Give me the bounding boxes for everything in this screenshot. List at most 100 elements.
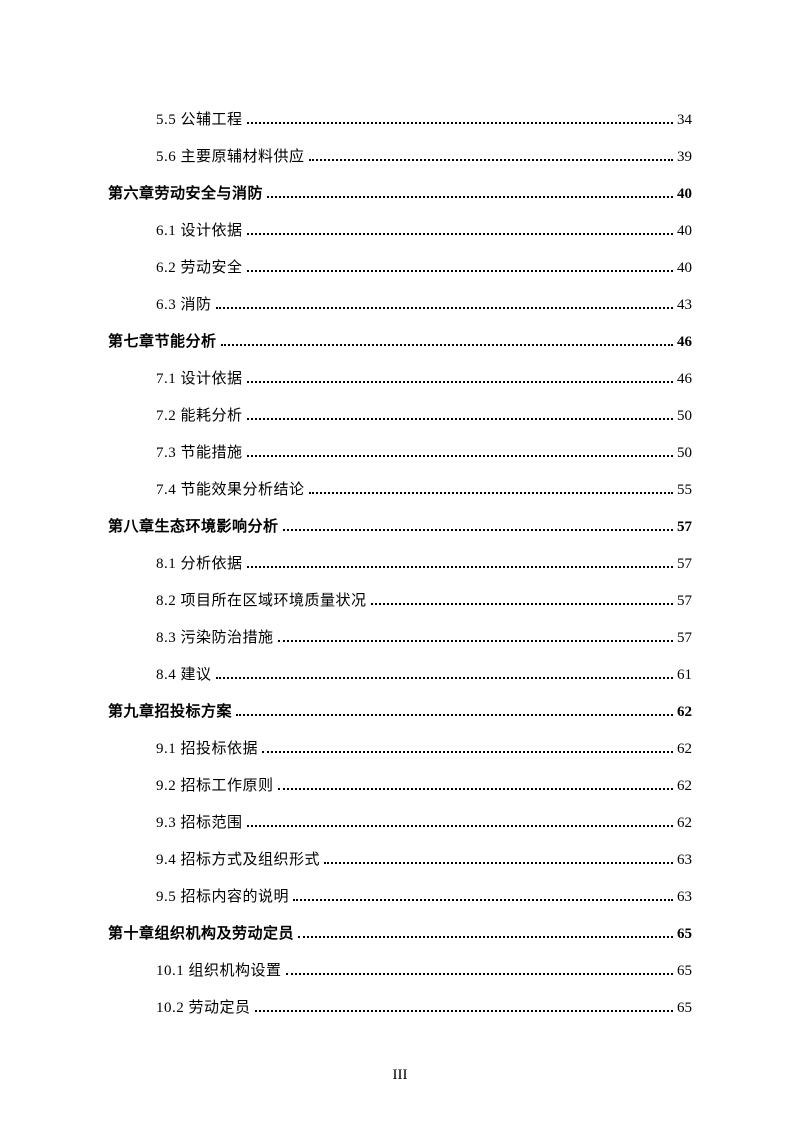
toc-entry-page: 43 (677, 297, 692, 314)
toc-entry-page: 62 (677, 741, 692, 758)
toc-entry-label: 6.1 设计依据 (156, 219, 243, 240)
toc-entry-label: 第六章劳动安全与消防 (108, 182, 263, 203)
toc-entry-label: 第八章生态环境影响分析 (108, 515, 279, 536)
toc-chapter-entry: 第十章组织机构及劳动定员 65 (108, 922, 692, 943)
toc-entry-page: 57 (677, 556, 692, 573)
toc-entry-label: 9.2 招标工作原则 (156, 774, 274, 795)
toc-chapter-entry: 第六章劳动安全与消防 40 (108, 182, 692, 203)
toc-entry-label: 6.3 消防 (156, 293, 212, 314)
toc-chapter-entry: 第九章招投标方案 62 (108, 700, 692, 721)
toc-section-entry: 6.3 消防 43 (156, 293, 692, 314)
toc-entry-page: 65 (677, 926, 692, 943)
toc-section-entry: 7.4 节能效果分析结论 55 (156, 478, 692, 499)
toc-leader-dots (293, 899, 673, 901)
toc-entry-label: 8.4 建议 (156, 663, 212, 684)
toc-entry-page: 62 (677, 815, 692, 832)
toc-entry-page: 46 (677, 334, 692, 351)
toc-entry-label: 9.4 招标方式及组织形式 (156, 848, 320, 869)
toc-leader-dots (371, 603, 673, 605)
toc-entry-label: 7.2 能耗分析 (156, 404, 243, 425)
toc-section-entry: 10.2 劳动定员 65 (156, 996, 692, 1017)
toc-leader-dots (236, 714, 673, 716)
toc-entry-page: 65 (677, 963, 692, 980)
toc-entry-page: 65 (677, 1000, 692, 1017)
toc-entry-label: 8.3 污染防治措施 (156, 626, 274, 647)
toc-entry-page: 40 (677, 260, 692, 277)
toc-entry-label: 8.1 分析依据 (156, 552, 243, 573)
toc-entry-label: 8.2 项目所在区域环境质量状况 (156, 589, 367, 610)
toc-entry-label: 5.5 公辅工程 (156, 108, 243, 129)
toc-entry-label: 7.1 设计依据 (156, 367, 243, 388)
toc-entry-page: 55 (677, 482, 692, 499)
toc-leader-dots (283, 529, 673, 531)
toc-leader-dots (309, 492, 673, 494)
toc-section-entry: 6.2 劳动安全 40 (156, 256, 692, 277)
page-number: III (0, 1067, 800, 1084)
toc-entry-page: 39 (677, 149, 692, 166)
toc-entry-page: 46 (677, 371, 692, 388)
toc-leader-dots (309, 159, 673, 161)
toc-entry-label: 6.2 劳动安全 (156, 256, 243, 277)
toc-leader-dots (216, 307, 673, 309)
toc-section-entry: 10.1 组织机构设置 65 (156, 959, 692, 980)
toc-entry-page: 63 (677, 852, 692, 869)
toc-entry-label: 7.3 节能措施 (156, 441, 243, 462)
toc-entry-page: 50 (677, 445, 692, 462)
toc-section-entry: 7.2 能耗分析 50 (156, 404, 692, 425)
toc-section-entry: 7.1 设计依据 46 (156, 367, 692, 388)
toc-leader-dots (221, 344, 673, 346)
toc-leader-dots (247, 233, 673, 235)
toc-leader-dots (247, 566, 673, 568)
toc-entry-page: 62 (677, 778, 692, 795)
toc-entry-page: 50 (677, 408, 692, 425)
toc-section-entry: 8.3 污染防治措施 57 (156, 626, 692, 647)
toc-leader-dots (255, 1010, 673, 1012)
toc-section-entry: 9.5 招标内容的说明 63 (156, 885, 692, 906)
toc-entry-label: 9.1 招投标依据 (156, 737, 258, 758)
toc-entry-label: 9.3 招标范围 (156, 811, 243, 832)
toc-entry-page: 63 (677, 889, 692, 906)
toc-section-entry: 5.6 主要原辅材料供应 39 (156, 145, 692, 166)
toc-entry-page: 62 (677, 704, 692, 721)
toc-leader-dots (262, 751, 673, 753)
toc-section-entry: 9.2 招标工作原则 62 (156, 774, 692, 795)
toc-section-entry: 6.1 设计依据 40 (156, 219, 692, 240)
toc-entry-page: 57 (677, 630, 692, 647)
toc-leader-dots (247, 455, 673, 457)
toc-section-entry: 9.3 招标范围 62 (156, 811, 692, 832)
toc-leader-dots (247, 122, 673, 124)
toc-entry-page: 61 (677, 667, 692, 684)
toc-entry-label: 9.5 招标内容的说明 (156, 885, 289, 906)
toc-leader-dots (286, 973, 673, 975)
toc-section-entry: 9.4 招标方式及组织形式 63 (156, 848, 692, 869)
toc-leader-dots (247, 825, 673, 827)
toc-entry-page: 40 (677, 223, 692, 240)
toc-chapter-entry: 第七章节能分析 46 (108, 330, 692, 351)
toc-leader-dots (298, 936, 673, 938)
toc-chapter-entry: 第八章生态环境影响分析 57 (108, 515, 692, 536)
toc-entry-page: 40 (677, 186, 692, 203)
toc-section-entry: 8.4 建议 61 (156, 663, 692, 684)
toc-entry-label: 5.6 主要原辅材料供应 (156, 145, 305, 166)
toc-entry-label: 10.1 组织机构设置 (156, 959, 282, 980)
toc-section-entry: 7.3 节能措施 50 (156, 441, 692, 462)
toc-entry-page: 34 (677, 112, 692, 129)
toc-leader-dots (247, 270, 673, 272)
toc-entry-label: 第九章招投标方案 (108, 700, 232, 721)
table-of-contents: 5.5 公辅工程345.6 主要原辅材料供应39第六章劳动安全与消防406.1 … (108, 108, 692, 1017)
toc-entry-page: 57 (677, 593, 692, 610)
toc-entry-label: 10.2 劳动定员 (156, 996, 251, 1017)
toc-leader-dots (247, 381, 673, 383)
toc-leader-dots (278, 640, 673, 642)
toc-leader-dots (324, 862, 673, 864)
toc-section-entry: 9.1 招投标依据 62 (156, 737, 692, 758)
toc-leader-dots (216, 677, 673, 679)
toc-leader-dots (278, 788, 673, 790)
toc-leader-dots (247, 418, 673, 420)
toc-entry-label: 第七章节能分析 (108, 330, 217, 351)
toc-leader-dots (267, 196, 673, 198)
toc-entry-label: 第十章组织机构及劳动定员 (108, 922, 294, 943)
toc-entry-label: 7.4 节能效果分析结论 (156, 478, 305, 499)
toc-entry-page: 57 (677, 519, 692, 536)
toc-section-entry: 8.2 项目所在区域环境质量状况 57 (156, 589, 692, 610)
